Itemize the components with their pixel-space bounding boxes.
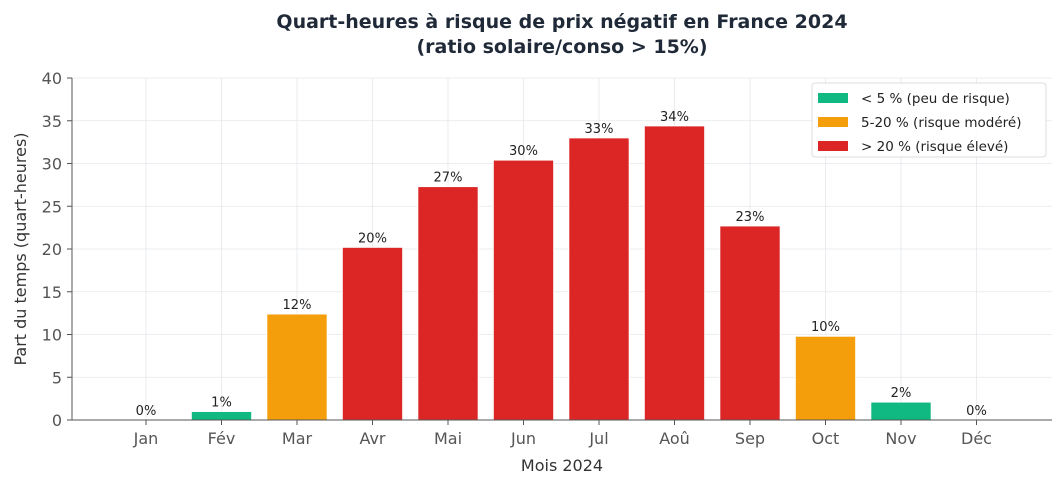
- data-label: 1%: [211, 395, 232, 410]
- legend-label-low: < 5 % (peu de risque): [861, 91, 1010, 107]
- y-tick-label: 10: [42, 326, 62, 345]
- bar-Jun: [492, 159, 555, 421]
- data-label: 33%: [585, 122, 614, 137]
- y-tick-label: 20: [42, 240, 62, 259]
- data-label: 20%: [358, 231, 387, 246]
- data-label: 23%: [736, 210, 765, 225]
- x-tick-label: Avr: [359, 429, 385, 448]
- x-axis-label: Mois 2024: [521, 456, 603, 475]
- y-tick-label: 0: [52, 411, 62, 430]
- bar-Avr: [341, 246, 404, 421]
- bar-Oct: [794, 335, 857, 421]
- data-label: 34%: [660, 110, 689, 125]
- bar-Sep: [719, 225, 781, 421]
- x-tick-label: Oct: [812, 429, 840, 448]
- data-label: 27%: [434, 171, 463, 186]
- bar-Aoû: [643, 125, 706, 421]
- bar-Mar: [266, 313, 328, 421]
- legend-swatch-low: [818, 93, 848, 103]
- data-label: 2%: [891, 386, 912, 401]
- y-tick-label: 25: [42, 197, 62, 216]
- x-tick-label: Jan: [133, 429, 159, 448]
- legend-swatch-moderate: [818, 117, 848, 127]
- x-tick-label: Déc: [961, 429, 992, 448]
- legend-box: [811, 82, 1047, 158]
- x-tick-label: Sep: [735, 429, 765, 448]
- y-tick-label: 35: [42, 112, 62, 131]
- legend-label-moderate: 5-20 % (risque modéré): [861, 115, 1021, 131]
- data-label: 10%: [811, 320, 840, 335]
- data-label: 12%: [283, 298, 312, 313]
- chart-subtitle: (ratio solaire/conso > 15%): [416, 36, 707, 58]
- y-tick-label: 5: [52, 368, 62, 387]
- x-tick-label: Mar: [282, 429, 313, 448]
- x-tick-label: Jul: [588, 429, 608, 448]
- y-tick-label: 15: [42, 283, 62, 302]
- y-tick-label: 30: [42, 155, 62, 174]
- legend-label-high: > 20 % (risque élevé): [861, 139, 1008, 155]
- data-label: 30%: [509, 144, 538, 159]
- x-tick-label: Fév: [208, 429, 236, 448]
- x-tick-label: Nov: [885, 429, 916, 448]
- bar-Nov: [870, 401, 932, 421]
- legend-swatch-high: [818, 141, 848, 151]
- bar-Jul: [568, 137, 630, 421]
- data-label: 0%: [136, 404, 157, 419]
- legend: < 5 % (peu de risque) 5-20 % (risque modé…: [811, 82, 1047, 158]
- y-tick-label: 40: [42, 69, 62, 88]
- bar-Fév: [190, 410, 253, 421]
- x-tick-label: Mai: [434, 429, 462, 448]
- data-label: 0%: [966, 404, 987, 419]
- bar-Mai: [417, 186, 479, 421]
- chart-title: Quart-heures à risque de prix négatif en…: [276, 11, 847, 33]
- y-axis-label: Part du temps (quart-heures): [11, 132, 30, 365]
- x-tick-label: Aoû: [659, 429, 690, 448]
- x-tick-label: Jun: [510, 429, 536, 448]
